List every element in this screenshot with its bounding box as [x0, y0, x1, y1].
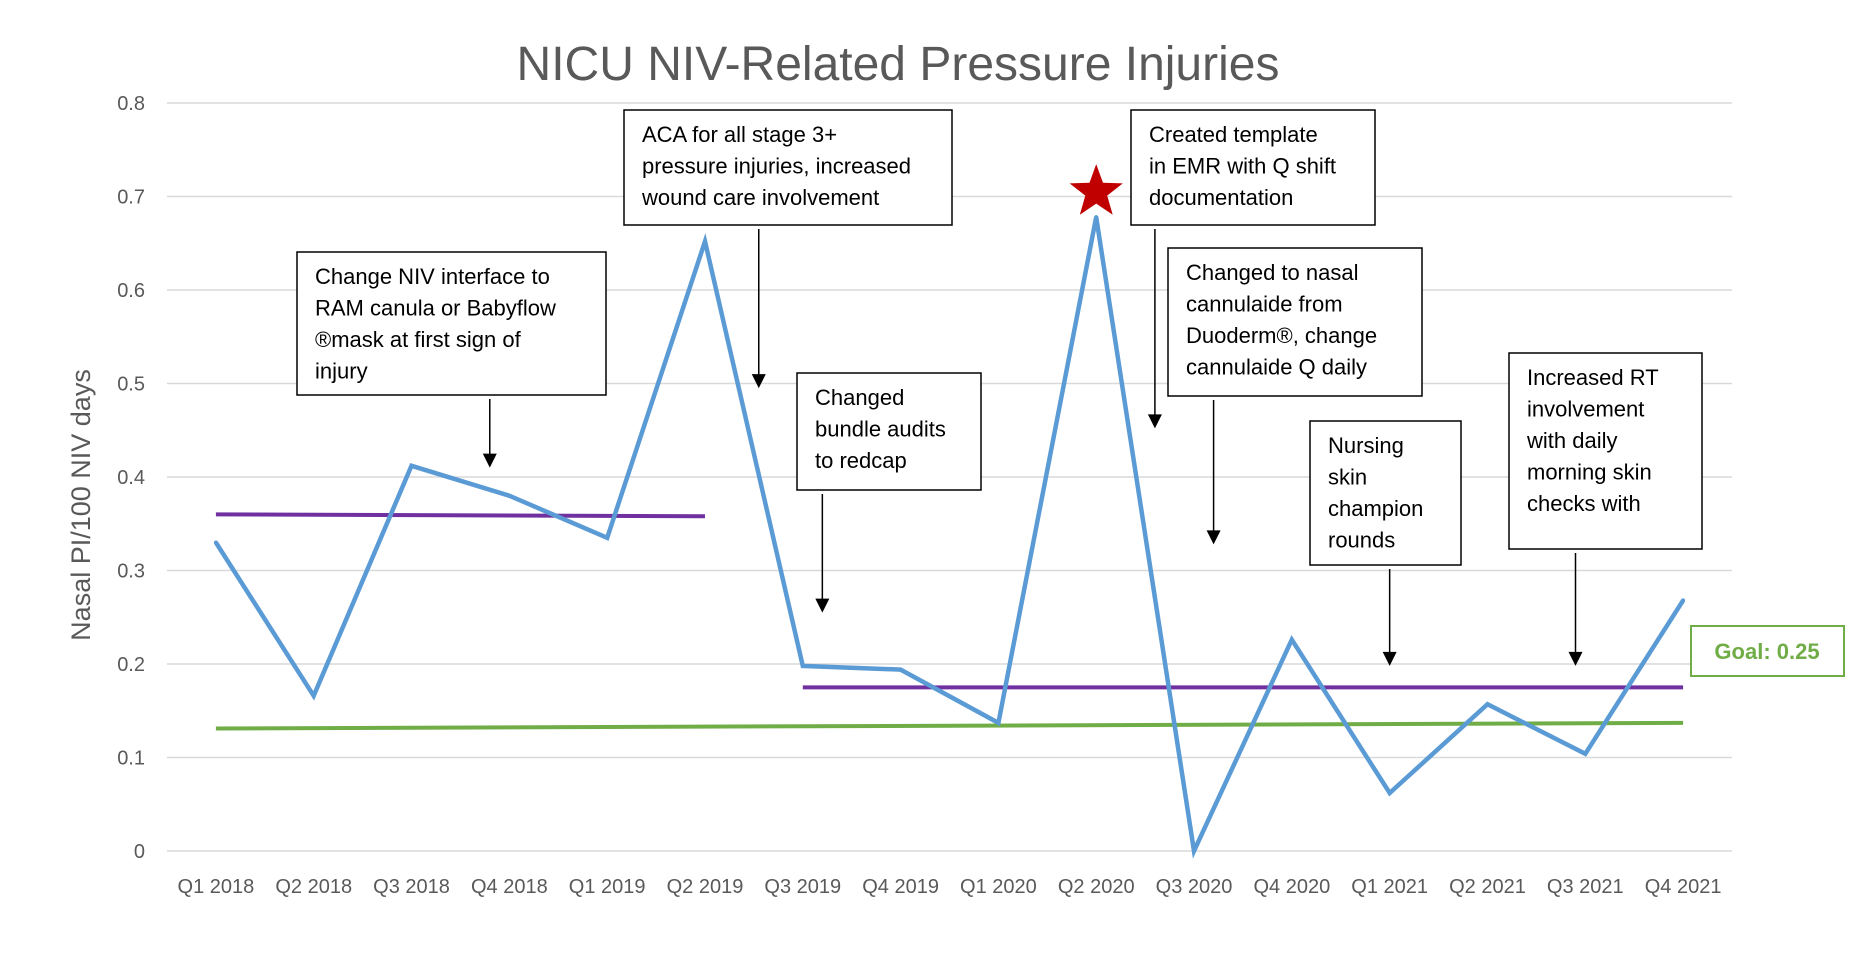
data-point: [409, 463, 414, 468]
annotation-text: Increased RT: [1527, 365, 1659, 390]
annotation-text: cannulaide from: [1186, 292, 1343, 317]
annotation-text: documentation: [1149, 185, 1293, 210]
x-tick-label: Q2 2018: [275, 876, 352, 898]
annotation-box: [1130, 109, 1376, 226]
y-tick-label: 0.2: [117, 654, 145, 676]
data-point: [605, 535, 610, 540]
data-point: [507, 493, 512, 498]
annotation-text: Nursing: [1328, 433, 1404, 458]
x-tick-labels: Q1 2018 Q2 2018 Q3 2018 Q4 2018 Q1 2019 Q2 20…: [178, 876, 1722, 898]
y-tick-label: 0.4: [117, 467, 145, 489]
x-tick-label: Q3 2019: [764, 876, 841, 898]
data-point: [1583, 751, 1588, 756]
data-point: [1387, 791, 1392, 796]
x-tick-label: Q2 2020: [1058, 876, 1135, 898]
data-point: [1192, 849, 1197, 853]
annotation-box: [623, 109, 953, 226]
x-tick-label: Q1 2019: [569, 876, 646, 898]
annotation-arrowhead: [815, 598, 830, 613]
annotation-text: to redcap: [815, 448, 907, 473]
x-tick-label: Q2 2021: [1449, 876, 1526, 898]
data-point: [1289, 637, 1294, 642]
annotation-text: skin: [1328, 465, 1367, 490]
annotation-text: champion: [1328, 496, 1423, 521]
annotation-text: pressure injuries, increased: [642, 154, 911, 179]
annotation-text: rounds: [1328, 528, 1395, 553]
annotation-text: Changed: [815, 385, 904, 410]
y-tick-label: 0.1: [117, 748, 145, 770]
reference-lines: [215, 512, 1684, 731]
data-point: [311, 693, 316, 698]
x-tick-label: Q3 2020: [1156, 876, 1233, 898]
annotation-text: ®mask at first sign of: [315, 327, 522, 352]
annotation-text: in EMR with Q shift: [1149, 154, 1336, 179]
annotation-box: [796, 372, 982, 491]
y-tick-label: 0.3: [117, 561, 145, 583]
x-tick-label: Q1 2021: [1351, 876, 1428, 898]
series-line: [214, 216, 1685, 859]
data-point: [996, 720, 1001, 725]
chart-title: NICU NIV-Related Pressure Injuries: [517, 38, 1280, 91]
y-tick-labels: 0 0.1 0.2 0.3 0.4 0.5 0.6 0.7 0.8: [117, 93, 145, 863]
data-point: [1485, 702, 1490, 707]
annotation-text: cannulaide Q daily: [1186, 355, 1367, 380]
annotation-text: RAM canula or Babyflow: [315, 296, 556, 321]
x-tick-label: Q2 2019: [667, 876, 744, 898]
annotation-arrowhead: [1382, 651, 1397, 666]
annotation-text: checks with: [1527, 491, 1641, 516]
y-axis-label: Nasal PI/100 NIV days: [66, 369, 96, 641]
data-point: [702, 239, 707, 244]
x-tick-label: Q3 2018: [373, 876, 450, 898]
annotation-text: injury: [315, 359, 368, 384]
annotation-text: morning skin: [1527, 460, 1652, 485]
x-tick-label: Q4 2019: [862, 876, 939, 898]
x-tick-label: Q4 2018: [471, 876, 548, 898]
x-tick-label: Q4 2020: [1253, 876, 1330, 898]
annotation-text: ACA for all stage 3+: [642, 122, 837, 147]
annotation-arrowhead: [1568, 651, 1583, 666]
y-tick-label: 0.7: [117, 187, 145, 209]
reference-line: [215, 512, 705, 519]
goal-label-text: Goal: 0.25: [1714, 639, 1819, 664]
x-tick-label: Q1 2018: [178, 876, 255, 898]
annotation-text: Change NIV interface to: [315, 264, 550, 289]
data-point: [800, 663, 805, 668]
annotation-text: Duoderm®, change: [1186, 323, 1377, 348]
annotation-text: bundle audits: [815, 417, 946, 442]
annotation-text: with daily: [1526, 428, 1617, 453]
star-marker: [1069, 164, 1123, 215]
annotation-text: Created template: [1149, 122, 1318, 147]
annotation-arrowhead: [482, 453, 497, 468]
annotation-box: [1167, 247, 1423, 397]
annotation-box: [296, 251, 607, 396]
data-point: [1094, 215, 1099, 220]
data-point: [898, 667, 903, 672]
y-tick-label: 0.5: [117, 374, 145, 396]
data-point: [213, 540, 218, 545]
annotation-text: wound care involvement: [641, 185, 879, 210]
y-tick-label: 0.8: [117, 93, 145, 115]
x-tick-label: Q1 2020: [960, 876, 1037, 898]
annotation-text: Changed to nasal: [1186, 260, 1358, 285]
data-series: [213, 215, 1686, 859]
reference-line: [215, 720, 1684, 731]
y-tick-label: 0: [134, 841, 145, 863]
annotation-arrowhead: [1206, 530, 1221, 545]
annotation-box: [1309, 420, 1462, 566]
x-tick-label: Q3 2021: [1547, 876, 1624, 898]
annotation-box: [1508, 352, 1703, 550]
annotation-text: involvement: [1527, 397, 1644, 422]
star-marker-group: [1069, 164, 1123, 215]
data-point: [1681, 598, 1686, 603]
annotation-arrowhead: [751, 374, 766, 389]
annotations: Change NIV interface to RAM canula or Bab…: [296, 109, 1703, 666]
x-tick-label: Q4 2021: [1645, 876, 1722, 898]
goal-label-box: [1690, 625, 1845, 677]
annotation-arrowhead: [1147, 414, 1162, 429]
goal-label-group: Goal: 0.25: [1690, 625, 1845, 677]
y-tick-label: 0.6: [117, 280, 145, 302]
